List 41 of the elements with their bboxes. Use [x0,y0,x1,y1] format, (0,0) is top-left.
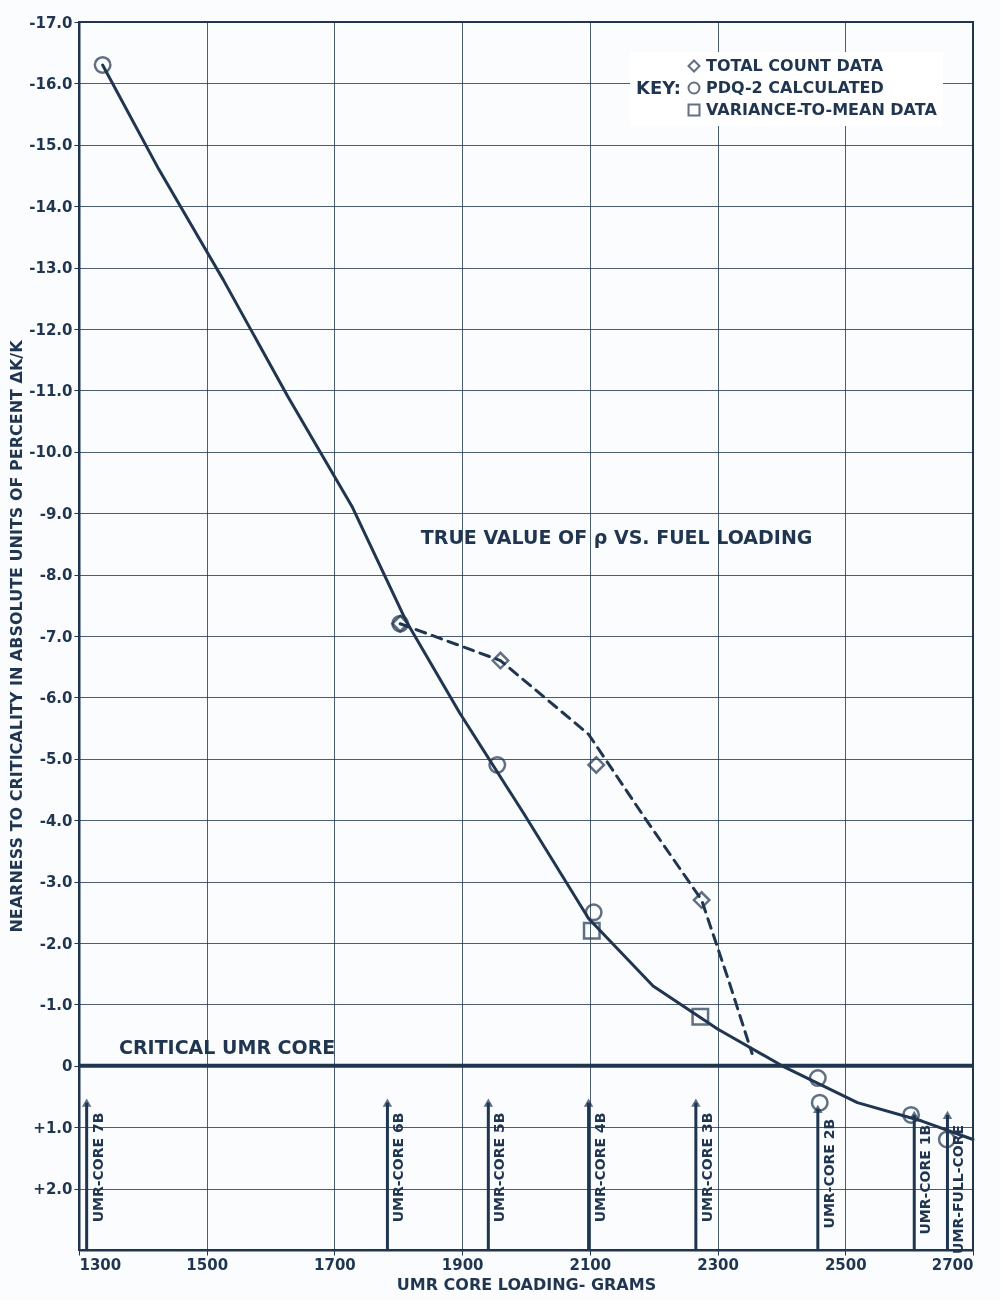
y-tick-label: -10.0 [29,443,73,462]
x-tick-label: 2700 [931,1255,974,1274]
legend-label: TOTAL COUNT DATA [706,56,884,75]
y-tick-label: -11.0 [29,381,73,400]
y-tick-label: 0 [62,1057,73,1076]
legend-title: KEY: [636,77,681,98]
x-tick-label: 1700 [314,1255,356,1274]
y-tick-label: +2.0 [33,1180,73,1199]
legend-label: VARIANCE-TO-MEAN DATA [706,100,938,119]
x-axis-title: UMR CORE LOADING- GRAMS [396,1274,657,1294]
x-tick-label: 1900 [441,1255,484,1274]
y-tick-label: -2.0 [39,934,73,953]
annotation: UMR-CORE 1B [917,1124,934,1235]
y-tick-label: -16.0 [29,74,73,93]
x-tick-label: 2100 [569,1255,612,1274]
x-tick-label: 2500 [824,1255,867,1274]
y-tick-label: -1.0 [39,995,73,1014]
y-tick-label: -9.0 [39,504,73,523]
y-tick-label: -3.0 [39,873,73,892]
annotation: UMR-CORE 4B [591,1112,608,1223]
y-tick-label: +1.0 [33,1118,73,1137]
annotation: UMR-CORE 2B [820,1118,837,1229]
y-tick-label: -8.0 [39,566,73,585]
y-tick-label: -4.0 [39,811,73,830]
x-tick-label: 1300 [79,1255,122,1274]
y-tick-label: -12.0 [29,320,73,339]
y-tick-label: -15.0 [29,136,73,155]
annotation: UMR-CORE 3B [698,1112,715,1223]
y-tick-label: -13.0 [29,259,73,278]
y-tick-label: -14.0 [29,197,73,216]
y-tick-label: -5.0 [39,750,73,769]
y-tick-label: -7.0 [39,627,73,646]
y-tick-label: -6.0 [39,688,73,707]
annotation: UMR-CORE 5B [491,1112,508,1223]
annotation: UMR-CORE 6B [390,1112,407,1223]
legend-label: PDQ-2 CALCULATED [706,78,884,97]
annotation: UMR-CORE 7B [89,1112,106,1223]
y-axis-title: NEARNESS TO CRITICALITY IN ABSOLUTE UNITS OF PERCENT ΔK/K [7,339,27,933]
y-tick-label: -17.0 [29,13,73,32]
x-tick-label: 1500 [186,1255,229,1274]
x-tick-label: 2300 [697,1255,739,1274]
